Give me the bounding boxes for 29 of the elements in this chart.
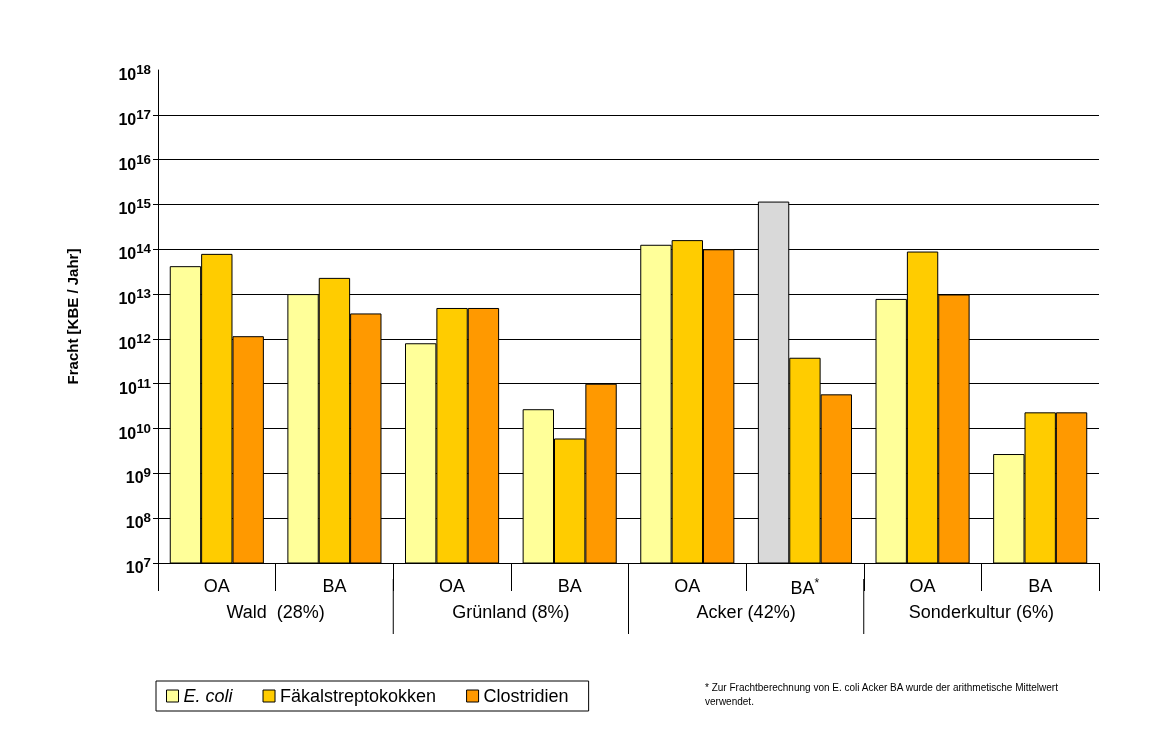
legend-label: Clostridien [483, 686, 569, 706]
y-tick-label: 10$^{10}$ [118, 419, 151, 442]
x-tick-label: OA [439, 576, 466, 596]
y-tick-label: 10$^{14}$ [118, 240, 151, 263]
x-tick-label: BA [1028, 576, 1053, 596]
text: Grünland (8%) [452, 602, 570, 622]
legend-label: E. coli [183, 686, 234, 706]
y-tick-label: 10$^{12}$ [118, 329, 151, 353]
text: Acker (42%) [696, 602, 796, 622]
y-tick-label: 10$^{16}$ [118, 150, 151, 173]
y-tick-label: 10$^{15}$ [118, 195, 151, 218]
text: Wald (28%) [226, 602, 325, 622]
y-axis-title: Fracht [KBE / Jahr] [64, 248, 81, 385]
y-tick-label: 10$^{17}$ [118, 105, 151, 129]
x-tick-label: OA [909, 576, 936, 596]
x-tick-label: BA [557, 576, 582, 596]
y-tick-label: 10$^{8}$ [125, 509, 151, 532]
text: Sonderkultur (6%) [908, 602, 1054, 622]
y-tick-label: 10$^{18}$ [118, 61, 151, 84]
text: * Zur Frachtberechnung von E. coli Acker BA wurde der arithmetische Mittelwert verwendet. [705, 681, 1061, 707]
y-tick-label: 10$^{11}$ [119, 374, 151, 398]
x-tick-label: OA [203, 576, 230, 596]
y-tick-label: 10$^{13}$ [118, 285, 151, 308]
legend-label: Fäkalstreptokokken [280, 686, 437, 706]
y-tick-label: 10$^{7}$ [125, 554, 151, 577]
x-tick-label: OA [674, 576, 701, 596]
y-tick-label: 10$^{9}$ [125, 464, 151, 487]
x-tick-label: BA* [790, 576, 820, 598]
x-tick-label: BA [322, 576, 347, 596]
